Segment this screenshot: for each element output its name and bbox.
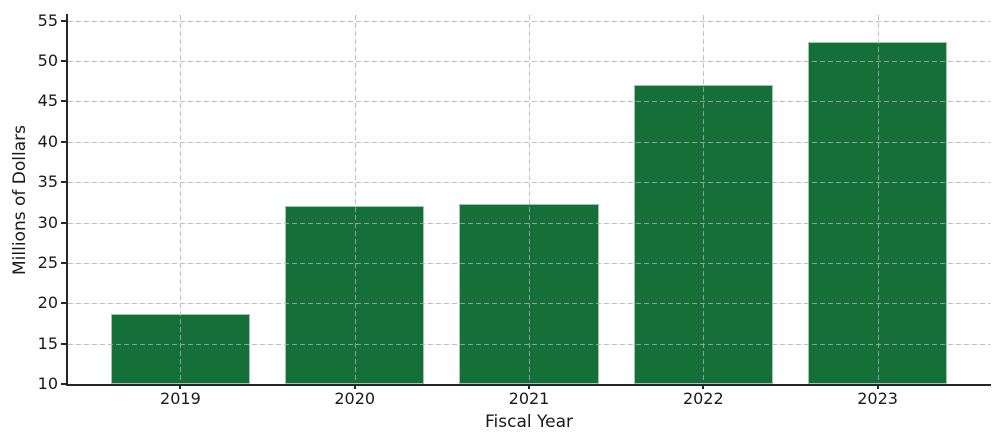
y-tick-label-40: 40: [37, 131, 58, 151]
v-gridline-2021: [529, 15, 530, 384]
y-tick-label-10: 10: [37, 374, 58, 393]
x-tick-label-2021: 2021: [508, 389, 550, 408]
y-tick-label-20: 20: [37, 293, 58, 313]
y-axis-spine: [66, 14, 68, 386]
bar-2019: [110, 313, 251, 384]
y-tick-label-15: 15: [37, 333, 58, 353]
plot-area: [61, 15, 990, 389]
y-tickmark-50: [61, 60, 67, 62]
y-tickmark-15: [61, 342, 67, 345]
x-tickmark-2023: [876, 384, 879, 389]
y-tickmark-40: [61, 140, 67, 143]
y-tick-label-25: 25: [37, 252, 58, 272]
bar-2021: [459, 203, 599, 384]
x-tickmark-2019: [179, 384, 182, 389]
y-tick-label-35: 35: [37, 172, 58, 192]
y-tick-label-55: 55: [37, 10, 58, 30]
y-tickmark-25: [61, 261, 67, 264]
x-tickmark-2021: [528, 384, 530, 389]
bar-2023: [807, 41, 948, 384]
y-tickmark-30: [61, 221, 67, 224]
v-gridline-2019: [180, 15, 182, 384]
bar-2022: [633, 85, 773, 384]
v-gridline-2022: [703, 15, 705, 384]
x-tick-label-2022: 2022: [682, 389, 724, 408]
y-tick-label-50: 50: [37, 51, 58, 70]
y-tickmark-20: [61, 302, 67, 305]
y-tickmark-35: [61, 181, 67, 184]
y-tick-label-30: 30: [37, 212, 58, 232]
x-tick-label-2020: 2020: [334, 389, 376, 408]
v-gridline-2023: [877, 15, 879, 384]
x-axis-label: Fiscal Year: [484, 412, 574, 432]
y-tick-label-45: 45: [37, 91, 58, 111]
x-tickmark-2020: [353, 384, 356, 389]
x-tick-label-2019: 2019: [160, 389, 201, 408]
y-tickmark-10: [61, 383, 67, 385]
x-tick-label-2023: 2023: [857, 389, 898, 408]
v-gridline-2020: [354, 15, 356, 384]
x-tickmark-2022: [702, 384, 705, 389]
y-tickmark-45: [61, 100, 67, 103]
y-tickmark-55: [61, 19, 67, 22]
